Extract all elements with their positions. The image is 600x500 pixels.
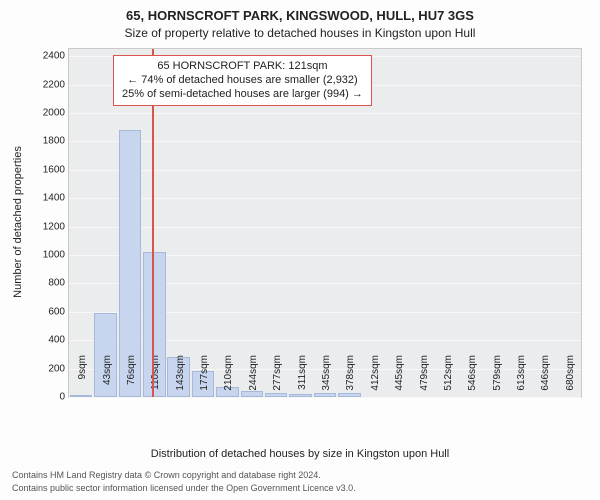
y-axis-label: Number of detached properties <box>12 146 24 298</box>
footer-line-2: Contains public sector information licen… <box>12 483 588 493</box>
page-subtitle: Size of property relative to detached ho… <box>0 26 600 40</box>
y-tick-label: 1400 <box>43 193 69 204</box>
grid-line <box>69 227 581 228</box>
grid-line <box>69 198 581 199</box>
grid-line <box>69 113 581 114</box>
y-tick-label: 2400 <box>43 51 69 62</box>
y-tick-label: 1200 <box>43 221 69 232</box>
x-axis-label: Distribution of detached houses by size … <box>0 448 600 460</box>
histogram-chart: 0200400600800100012001400160018002000220… <box>68 48 582 398</box>
x-tick-label: 76sqm <box>126 355 137 401</box>
grid-line <box>69 141 581 142</box>
x-tick-label: 143sqm <box>175 355 186 401</box>
x-tick-label: 277sqm <box>272 355 283 401</box>
y-tick-label: 600 <box>48 306 69 317</box>
x-tick-label: 512sqm <box>443 355 454 401</box>
footer-line-1: Contains HM Land Registry data © Crown c… <box>12 470 588 480</box>
y-tick-label: 1800 <box>43 136 69 147</box>
x-tick-label: 345sqm <box>321 355 332 401</box>
grid-line <box>69 170 581 171</box>
y-tick-label: 200 <box>48 363 69 374</box>
x-tick-label: 579sqm <box>492 355 503 401</box>
x-tick-label: 546sqm <box>467 355 478 401</box>
x-tick-label: 479sqm <box>419 355 430 401</box>
container: 65, HORNSCROFT PARK, KINGSWOOD, HULL, HU… <box>0 0 600 500</box>
annotation-line: 65 HORNSCROFT PARK: 121sqm <box>122 60 363 74</box>
x-tick-label: 177sqm <box>199 355 210 401</box>
y-tick-label: 1600 <box>43 164 69 175</box>
y-tick-label: 1000 <box>43 249 69 260</box>
x-tick-label: 210sqm <box>223 355 234 401</box>
x-tick-label: 311sqm <box>297 355 308 401</box>
x-tick-label: 9sqm <box>77 355 88 401</box>
y-tick-label: 400 <box>48 335 69 346</box>
x-tick-label: 244sqm <box>248 355 259 401</box>
x-tick-label: 43sqm <box>102 355 113 401</box>
y-tick-label: 0 <box>59 392 69 403</box>
annotation-line: 25% of semi-detached houses are larger (… <box>122 88 363 102</box>
x-tick-label: 445sqm <box>394 355 405 401</box>
y-tick-label: 2000 <box>43 107 69 118</box>
x-tick-label: 646sqm <box>540 355 551 401</box>
annotation-box: 65 HORNSCROFT PARK: 121sqm← 74% of detac… <box>113 55 372 106</box>
annotation-line: ← 74% of detached houses are smaller (2,… <box>122 74 363 88</box>
y-tick-label: 2200 <box>43 79 69 90</box>
x-tick-label: 680sqm <box>565 355 576 401</box>
page-title: 65, HORNSCROFT PARK, KINGSWOOD, HULL, HU… <box>0 8 600 23</box>
x-tick-label: 613sqm <box>516 355 527 401</box>
x-tick-label: 412sqm <box>370 355 381 401</box>
x-tick-label: 378sqm <box>345 355 356 401</box>
y-tick-label: 800 <box>48 278 69 289</box>
